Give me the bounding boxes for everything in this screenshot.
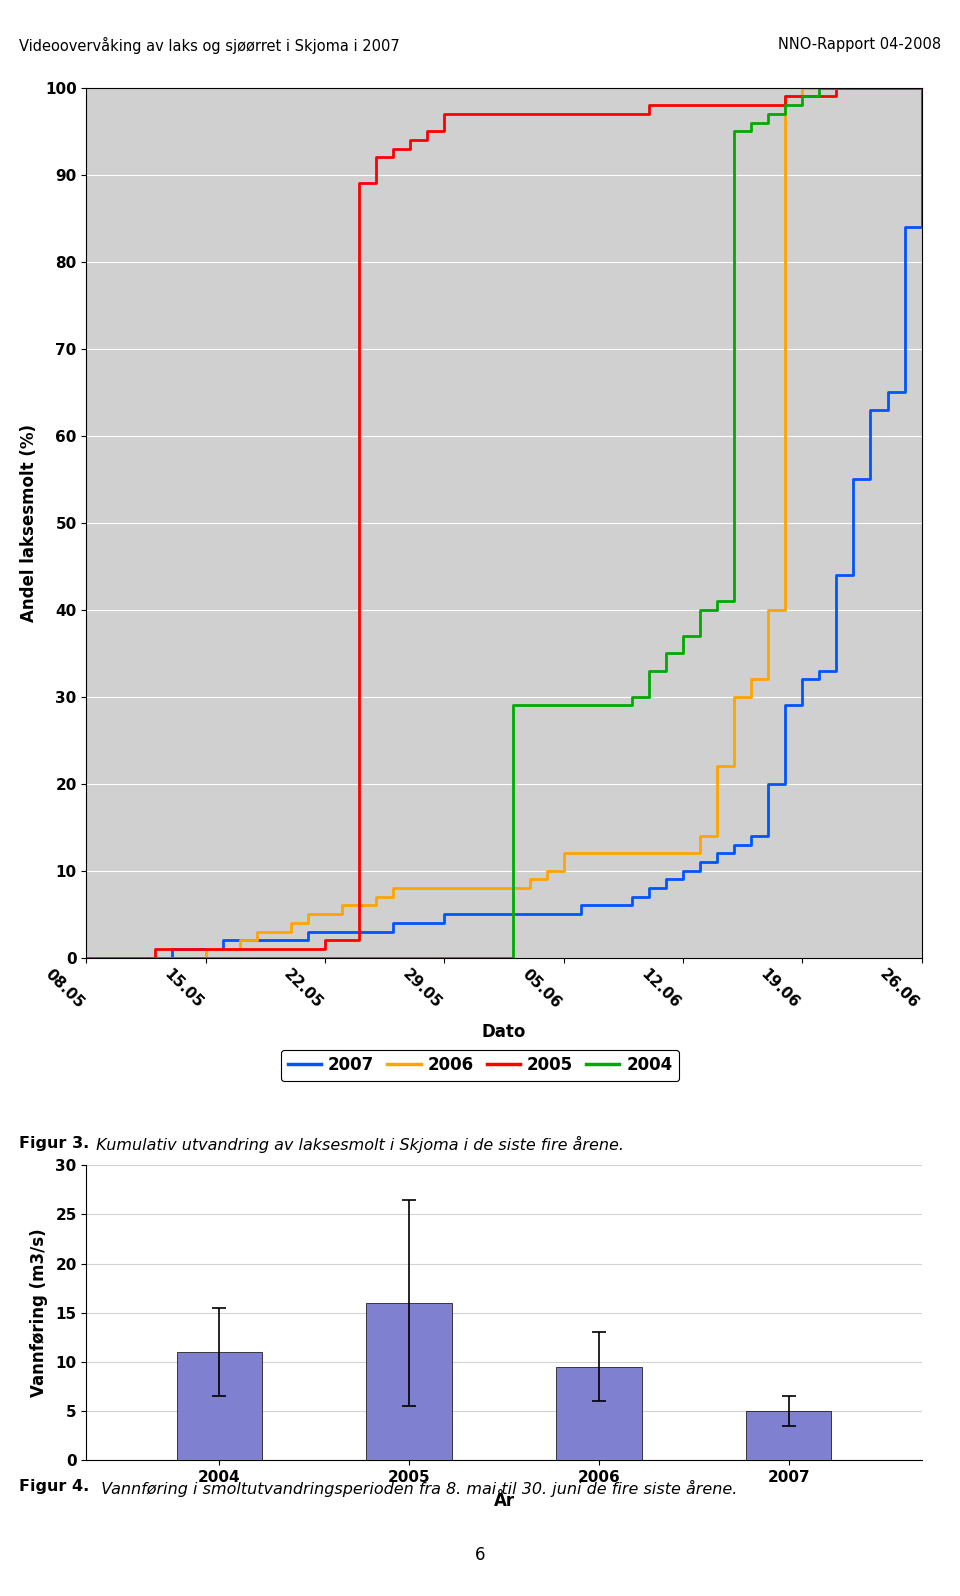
X-axis label: År: År bbox=[493, 1492, 515, 1510]
Legend: 2007, 2006, 2005, 2004: 2007, 2006, 2005, 2004 bbox=[281, 1050, 679, 1080]
Bar bbox=[556, 1366, 641, 1460]
Text: NNO-Rapport 04-2008: NNO-Rapport 04-2008 bbox=[778, 37, 941, 51]
Bar bbox=[746, 1411, 831, 1460]
Text: Figur 4.: Figur 4. bbox=[19, 1479, 89, 1494]
Text: Figur 3.: Figur 3. bbox=[19, 1136, 89, 1151]
Text: 6: 6 bbox=[475, 1547, 485, 1564]
Bar bbox=[367, 1302, 452, 1460]
Text: Videoovervåking av laks og sjøørret i Skjoma i 2007: Videoovervåking av laks og sjøørret i Sk… bbox=[19, 37, 400, 54]
Bar bbox=[177, 1352, 262, 1460]
X-axis label: Dato: Dato bbox=[482, 1023, 526, 1041]
Text: Vannføring i smoltutvandringsperioden fra 8. mai til 30. juni de fire siste åren: Vannføring i smoltutvandringsperioden fr… bbox=[96, 1479, 737, 1497]
Y-axis label: Andel laksesmolt (%): Andel laksesmolt (%) bbox=[20, 423, 38, 622]
Y-axis label: Vannføring (m3/s): Vannføring (m3/s) bbox=[31, 1229, 48, 1396]
Text: Kumulativ utvandring av laksesmolt i Skjoma i de siste fire årene.: Kumulativ utvandring av laksesmolt i Skj… bbox=[91, 1136, 624, 1154]
